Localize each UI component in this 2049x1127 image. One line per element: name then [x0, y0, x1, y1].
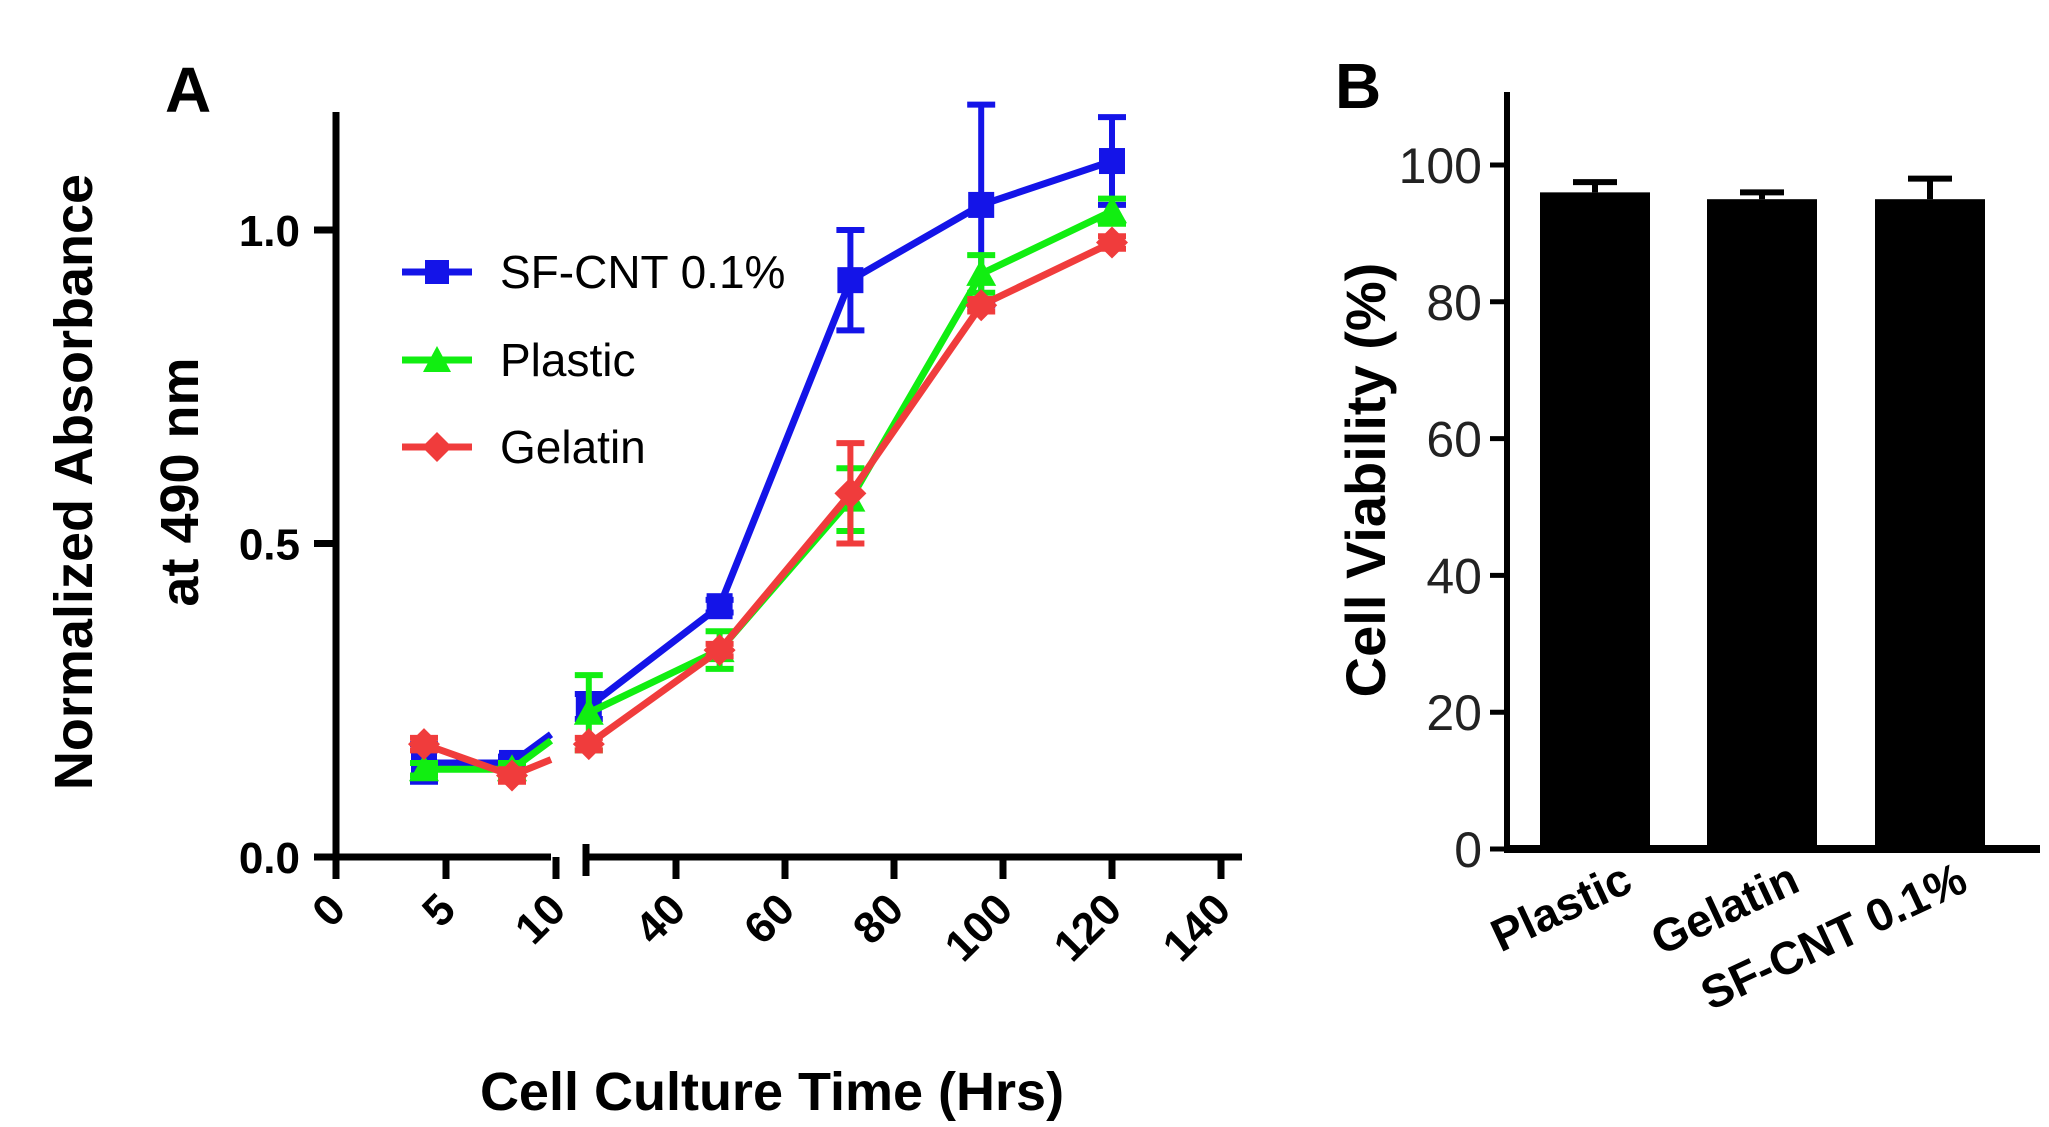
- x-tick-label: 140: [1154, 884, 1241, 971]
- panel-a-series: [408, 101, 1128, 792]
- data-point-diamond: [572, 728, 605, 761]
- bar-plastic: [1540, 192, 1650, 850]
- legend-item-gelatin: Gelatin: [402, 421, 646, 473]
- panel-a-label: A: [165, 54, 211, 126]
- data-point-square: [968, 191, 995, 218]
- y-tick-label: 80: [1426, 275, 1482, 331]
- legend-square-marker: [425, 260, 449, 284]
- data-point-triangle: [1097, 196, 1127, 224]
- series-gelatin: [408, 226, 1128, 792]
- y-tick-label: 0.0: [239, 834, 300, 883]
- y-tick-label: 0.5: [239, 521, 300, 570]
- panel-a-y-axis-title-line1: Normalized Absorbance: [44, 174, 104, 790]
- bar-sf-cnt-0-1-: [1875, 199, 1985, 849]
- data-point-square: [837, 267, 864, 294]
- y-tick-label: 40: [1426, 548, 1482, 604]
- panel-a-x-ticks: 0 5 10 40 60 80 100 120 140: [303, 857, 1240, 971]
- legend-triangle-marker: [423, 346, 451, 372]
- data-point-square: [1099, 148, 1125, 175]
- panel-a-y-ticks: 0.0 0.5 1.0: [239, 207, 336, 883]
- legend-diamond-marker: [422, 432, 452, 462]
- data-point-diamond: [965, 289, 998, 322]
- legend-item-sf-cnt: SF-CNT 0.1%: [402, 246, 785, 298]
- x-tick-label: 100: [936, 884, 1023, 971]
- y-tick-label: 0: [1454, 822, 1482, 878]
- x-tick-label: 40: [626, 884, 695, 953]
- bar-gelatin: [1707, 199, 1817, 849]
- panel-b-label: B: [1335, 50, 1381, 122]
- panel-b-bar-chart: B Cell Viability (%) 0 20 40 60 80 100 Plasti…: [1334, 50, 2040, 1020]
- panel-b-bars: [1540, 175, 1985, 850]
- y-tick-label: 60: [1426, 412, 1482, 468]
- data-point-diamond: [703, 634, 736, 667]
- data-point-diamond: [834, 477, 867, 510]
- category-label: Plastic: [1483, 852, 1639, 962]
- panel-a-line-chart: A Normalized Absorbance at 490 nm 0.0 0.5…: [44, 54, 1242, 1122]
- data-point-diamond: [496, 759, 528, 792]
- panel-a-x-axis-title: Cell Culture Time (Hrs): [480, 1062, 1064, 1122]
- panel-b-y-ticks: 0 20 40 60 80 100: [1399, 138, 1507, 878]
- x-tick-label: 10: [506, 884, 575, 953]
- panel-a-legend: SF-CNT 0.1% Plastic Gelatin: [402, 246, 785, 473]
- x-tick-label: 80: [844, 884, 913, 953]
- y-tick-label: 1.0: [239, 207, 300, 256]
- legend-label-gelatin: Gelatin: [500, 421, 646, 473]
- y-tick-label: 100: [1399, 138, 1482, 194]
- x-tick-label: 60: [735, 884, 804, 953]
- x-tick-label: 120: [1045, 884, 1132, 971]
- legend-label-sf-cnt: SF-CNT 0.1%: [500, 246, 785, 298]
- data-point-diamond: [1096, 226, 1128, 259]
- x-tick-label: 5: [413, 884, 465, 936]
- panel-b-y-axis-title: Cell Viability (%): [1334, 263, 1397, 698]
- data-point-triangle: [573, 697, 604, 725]
- legend-label-plastic: Plastic: [500, 334, 635, 386]
- panel-a-y-axis-title-line2: at 490 nm: [150, 357, 210, 606]
- x-tick-label: 0: [303, 884, 355, 936]
- data-point-diamond: [408, 728, 440, 761]
- data-point-square: [706, 593, 733, 620]
- data-point-triangle: [409, 754, 439, 782]
- data-point-triangle: [966, 258, 997, 286]
- y-tick-label: 20: [1426, 685, 1482, 741]
- legend-item-plastic: Plastic: [402, 334, 635, 386]
